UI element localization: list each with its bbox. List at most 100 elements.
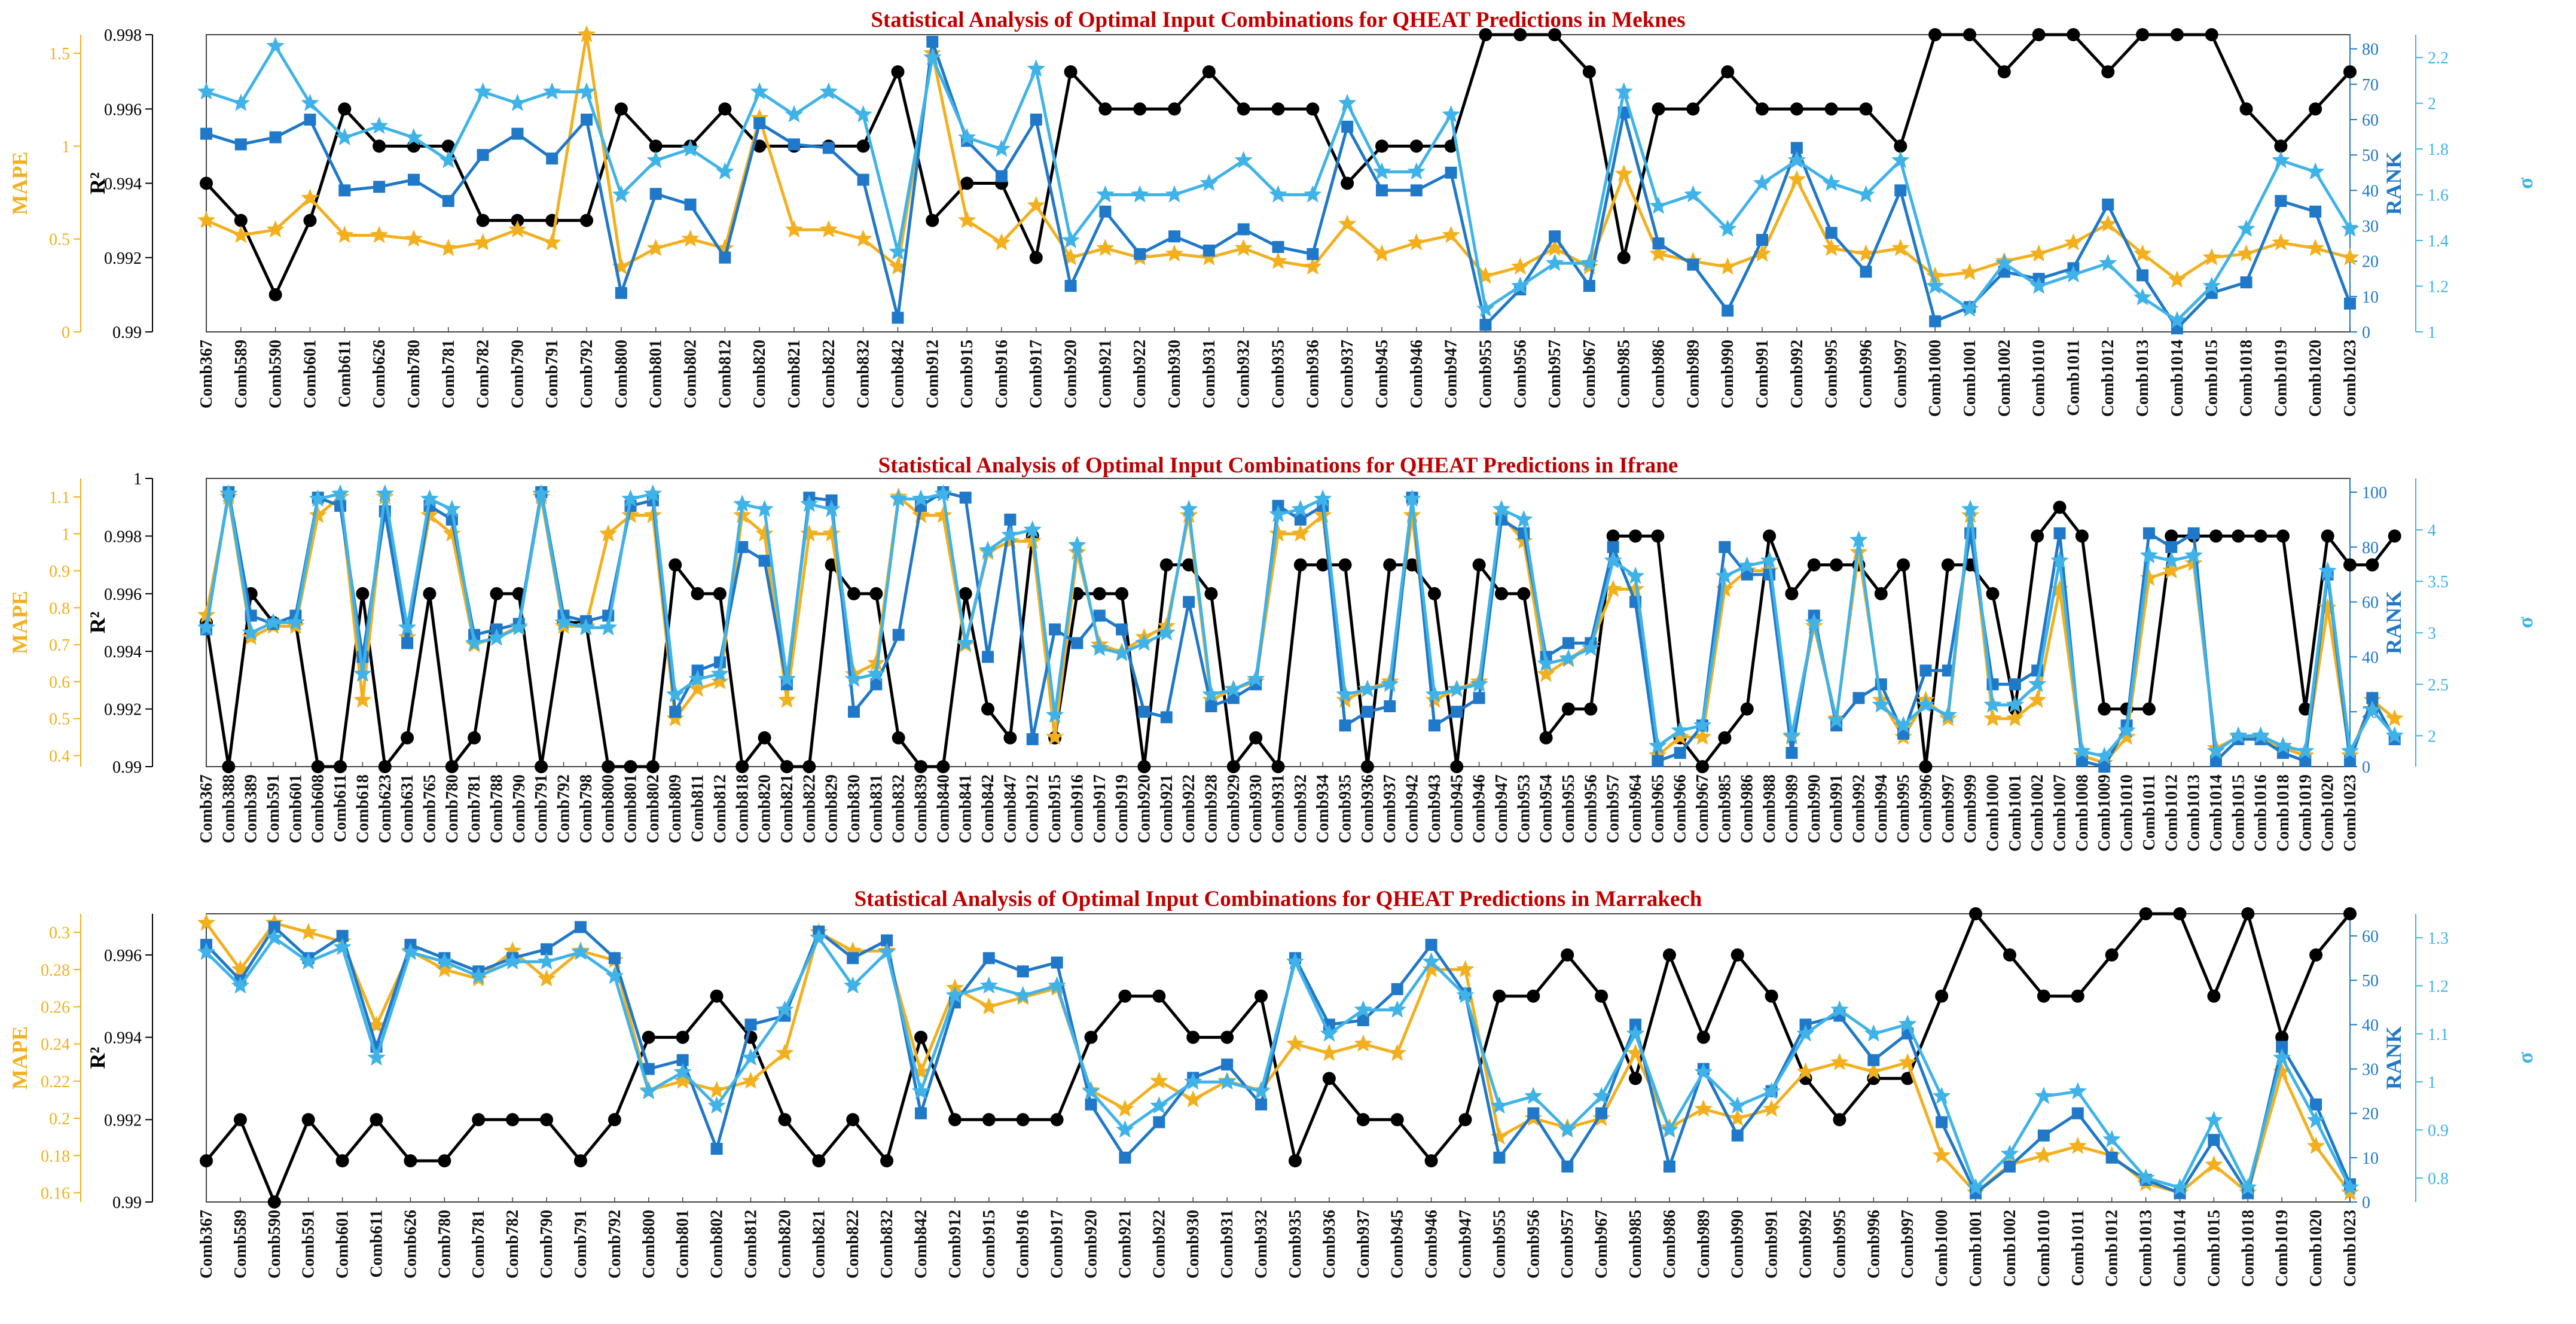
sigma-data-point: [2237, 219, 2255, 237]
rank-tick-label: 80: [2362, 41, 2379, 59]
r2-data-point: [856, 139, 870, 153]
sigma-data-point: [442, 499, 461, 517]
r2-data-point: [2366, 558, 2379, 572]
mape-data-point: [1864, 1062, 1883, 1080]
mape-data-point: [1286, 1034, 1305, 1052]
mape-data-point: [2139, 568, 2159, 586]
x-tick-label: Comb917: [1091, 774, 1109, 843]
mape-data-point: [435, 960, 454, 978]
r2-data-point: [710, 989, 724, 1003]
r2-data-point: [1220, 1030, 1234, 1044]
r2-tick-label: 0.994: [104, 1029, 142, 1048]
rank-data-point: [2053, 527, 2066, 539]
rank-data-point: [1307, 248, 1319, 260]
sigma-data-point: [508, 93, 527, 111]
x-tick-label: Comb389: [242, 774, 261, 843]
r2-data-point: [1479, 28, 1493, 41]
x-tick-label: Comb601: [334, 1210, 352, 1279]
x-tick-label: Comb1007: [2051, 774, 2070, 852]
rank-data-point: [608, 952, 621, 965]
r2-axis-label: R²: [86, 612, 109, 634]
mape-data-point: [621, 505, 640, 523]
r2-data-point: [676, 1030, 689, 1044]
sigma-axis-label: σ: [2513, 177, 2537, 189]
sigma-data-point: [688, 669, 707, 687]
x-tick-label: Comb829: [823, 774, 841, 843]
sigma-data-point: [785, 105, 804, 123]
mape-data-point: [1425, 690, 1444, 708]
sigma-data-point: [2171, 1177, 2189, 1195]
rank-data-point: [1562, 637, 1574, 649]
r2-data-point: [1527, 989, 1540, 1003]
rank-data-point: [1064, 280, 1077, 292]
sigma-data-point: [1805, 613, 1823, 630]
sigma-data-point: [1827, 710, 1846, 728]
mape-data-point: [1796, 1062, 1815, 1080]
rank-data-point: [1341, 120, 1354, 133]
mape-data-point: [2318, 598, 2337, 616]
r2-data-point: [1202, 65, 1216, 79]
rank-data-point: [642, 1063, 655, 1075]
x-tick-label: Comb1020: [2319, 774, 2337, 852]
x-tick-label: Comb917: [1048, 1210, 1067, 1279]
mape-data-point: [197, 211, 216, 228]
mape-data-point: [911, 1062, 930, 1080]
mape-tick-label: 1: [62, 526, 70, 544]
sigma-data-point: [2050, 551, 2069, 569]
mape-data-point: [819, 220, 838, 238]
sigma-data-point: [264, 613, 283, 630]
mape-data-point: [710, 672, 730, 690]
chart-panel-3: Statistical Analysis of Optimal Input Co…: [8, 887, 2537, 1287]
rank-data-point: [892, 312, 904, 324]
sigma-data-point: [353, 664, 372, 682]
r2-data-point: [1050, 1113, 1064, 1127]
r2-data-point: [1450, 760, 1464, 773]
sigma-data-point: [2272, 151, 2290, 169]
mape-data-point: [957, 211, 976, 228]
r2-data-point: [2170, 28, 2184, 41]
r2-data-point: [1763, 529, 1777, 543]
sigma-data-point: [819, 82, 838, 100]
mape-data-point: [2385, 709, 2404, 727]
sigma-data-point: [2099, 254, 2117, 271]
mape-data-point: [1626, 579, 1645, 597]
x-tick-label: Comb591: [264, 774, 283, 843]
mape-data-point: [404, 229, 423, 247]
chart-title: Statistical Analysis of Optimal Input Co…: [878, 453, 1678, 478]
x-tick-label: Comb955: [1490, 1210, 1509, 1279]
r2-data-point: [669, 558, 682, 572]
x-tick-label: Comb986: [1738, 774, 1757, 843]
r2-data-point: [812, 1154, 826, 1168]
rank-axis-label: RANK: [2382, 591, 2406, 654]
rank-data-point: [1361, 706, 1374, 718]
sigma-tick-label: 1.6: [2428, 187, 2449, 205]
sigma-data-point: [1061, 231, 1080, 248]
r2-data-point: [2309, 948, 2323, 962]
x-tick-label: Comb781: [469, 1210, 488, 1279]
sigma-series-line: [205, 936, 2352, 1189]
r2-data-point: [1115, 587, 1129, 600]
mape-data-point: [1320, 1044, 1339, 1061]
sigma-data-point: [1558, 1120, 1577, 1138]
mape-data-point: [1671, 727, 1689, 745]
rank-data-point: [1017, 965, 1029, 978]
sigma-data-point: [1442, 105, 1460, 123]
mape-data-point: [442, 524, 461, 542]
r2-data-point: [2241, 907, 2255, 920]
sigma-tick-label: 3: [2428, 624, 2436, 643]
rank-data-point: [1160, 711, 1173, 724]
sigma-data-point: [1217, 1072, 1237, 1090]
mape-axis-label: MAPE: [8, 152, 32, 215]
sigma-data-point: [1150, 1096, 1168, 1114]
mape-data-point: [1753, 244, 1772, 262]
sigma-data-point: [1286, 952, 1305, 970]
mape-tick-label: 1.5: [49, 45, 70, 63]
rank-data-point: [2105, 1151, 2118, 1164]
x-tick-label: Comb1013: [2185, 774, 2203, 852]
rank-data-point: [710, 1143, 723, 1155]
x-tick-label: Comb999: [1961, 774, 1980, 843]
rank-tick-label: 0: [2362, 1194, 2370, 1212]
x-tick-label: Comb996: [1864, 1210, 1883, 1279]
sigma-tick-label: 2.2: [2428, 49, 2449, 68]
